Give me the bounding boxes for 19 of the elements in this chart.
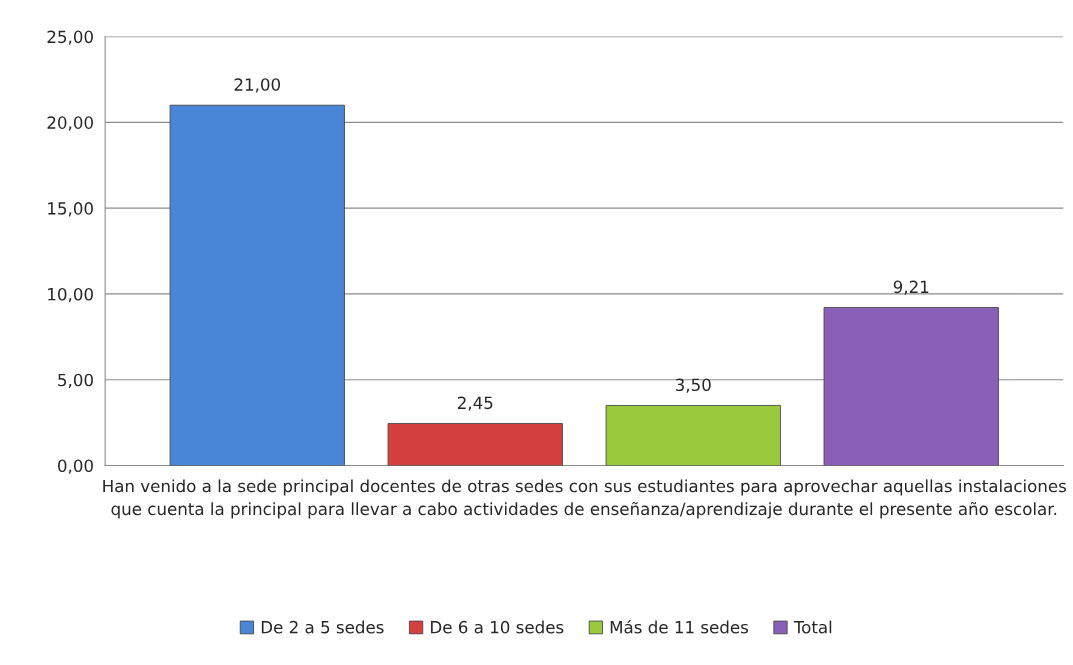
y-tick-label: 0,00 bbox=[58, 459, 93, 474]
y-tick-label: 25,00 bbox=[47, 30, 93, 45]
data-label: 2,45 bbox=[457, 396, 493, 411]
y-tick-label: 5,00 bbox=[58, 373, 93, 388]
x-tick-label: Han venido a la sede principal docentes de otras sedes con sus estudiantes para aprovechar aquellas instalaciones que cuenta la principal para llevar a cabo actividades de enseñanza/aprendizaje durante el presente año escolar. bbox=[103, 479, 1066, 519]
bar bbox=[169, 104, 345, 466]
legend-label: De 2 a 5 sedes bbox=[261, 620, 384, 634]
data-label: 21,00 bbox=[234, 78, 281, 93]
data-label: 9,21 bbox=[893, 280, 929, 295]
legend-label: Total bbox=[793, 620, 832, 634]
legend-label: De 6 a 10 sedes bbox=[431, 620, 564, 634]
y-tick-label: 20,00 bbox=[47, 116, 93, 131]
data-label: 3,50 bbox=[675, 378, 711, 393]
bar bbox=[823, 307, 999, 466]
legend-label: Más de 11 sedes bbox=[610, 619, 749, 634]
y-tick-label: 10,00 bbox=[48, 287, 93, 303]
bar bbox=[605, 405, 781, 466]
y-tick-label: 15,00 bbox=[48, 202, 93, 217]
bar bbox=[387, 423, 563, 466]
